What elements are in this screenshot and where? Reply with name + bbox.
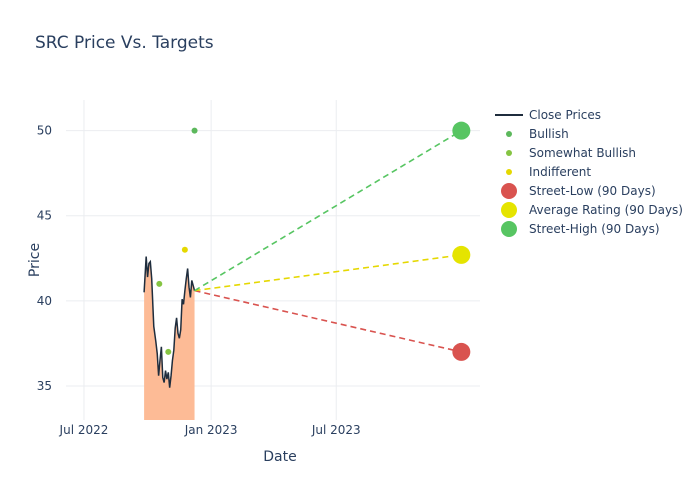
y-tick-label: 50 — [37, 124, 52, 138]
legend-item: Indifferent — [506, 165, 591, 179]
legend-dot-swatch — [501, 202, 517, 218]
legend-dot-swatch — [501, 221, 517, 237]
target-projection-line — [194, 254, 462, 292]
target-marker — [452, 245, 471, 264]
y-tick-label: 35 — [37, 379, 52, 393]
legend-item: Bullish — [506, 127, 569, 141]
y-axis-title: Price — [27, 243, 43, 277]
analyst-rating-point — [165, 348, 172, 355]
legend-dot-swatch — [506, 150, 512, 156]
legend-label: Street-Low (90 Days) — [529, 184, 656, 198]
target-projection-line — [194, 289, 462, 353]
target-projection-line — [194, 129, 462, 292]
legend-item: Close Prices — [495, 108, 601, 122]
chart-title: SRC Price Vs. Targets — [35, 33, 214, 53]
y-tick-label: 45 — [37, 209, 52, 223]
close-price-area — [144, 256, 195, 420]
marker-layer — [156, 121, 471, 361]
analyst-rating-point — [156, 280, 163, 287]
analyst-rating-point — [191, 127, 198, 134]
x-axis-title: Date — [263, 449, 296, 465]
target-marker — [452, 342, 471, 361]
legend-item: Average Rating (90 Days) — [501, 202, 683, 218]
legend-label: Somewhat Bullish — [529, 146, 636, 160]
legend-item: Street-High (90 Days) — [501, 221, 660, 237]
legend-dot-swatch — [501, 183, 517, 199]
x-tick-label: Jul 2022 — [59, 423, 109, 437]
legend-label: Street-High (90 Days) — [529, 222, 660, 236]
legend-item: Somewhat Bullish — [506, 146, 636, 160]
legend-item: Street-Low (90 Days) — [501, 183, 656, 199]
x-tick-label: Jan 2023 — [184, 423, 238, 437]
legend-label: Indifferent — [529, 165, 591, 179]
area-layer — [144, 256, 195, 420]
analyst-rating-point — [181, 246, 188, 253]
legend-label: Average Rating (90 Days) — [529, 203, 683, 217]
legend-dot-swatch — [506, 169, 512, 175]
x-tick-label: Jul 2023 — [311, 423, 361, 437]
grid-layer — [66, 100, 480, 420]
axis-layer: 35 40 45 50 Jul 2022 Jan 2023 Jul 2023 — [37, 124, 361, 437]
y-tick-label: 40 — [37, 294, 52, 308]
legend-label: Bullish — [529, 127, 569, 141]
close-price-line — [143, 256, 196, 388]
target-marker — [452, 121, 471, 140]
line-layer — [143, 129, 462, 388]
legend: Close Prices Bullish Somewhat Bullish Indif… — [495, 108, 683, 237]
legend-label: Close Prices — [529, 108, 601, 122]
legend-dot-swatch — [506, 131, 512, 137]
